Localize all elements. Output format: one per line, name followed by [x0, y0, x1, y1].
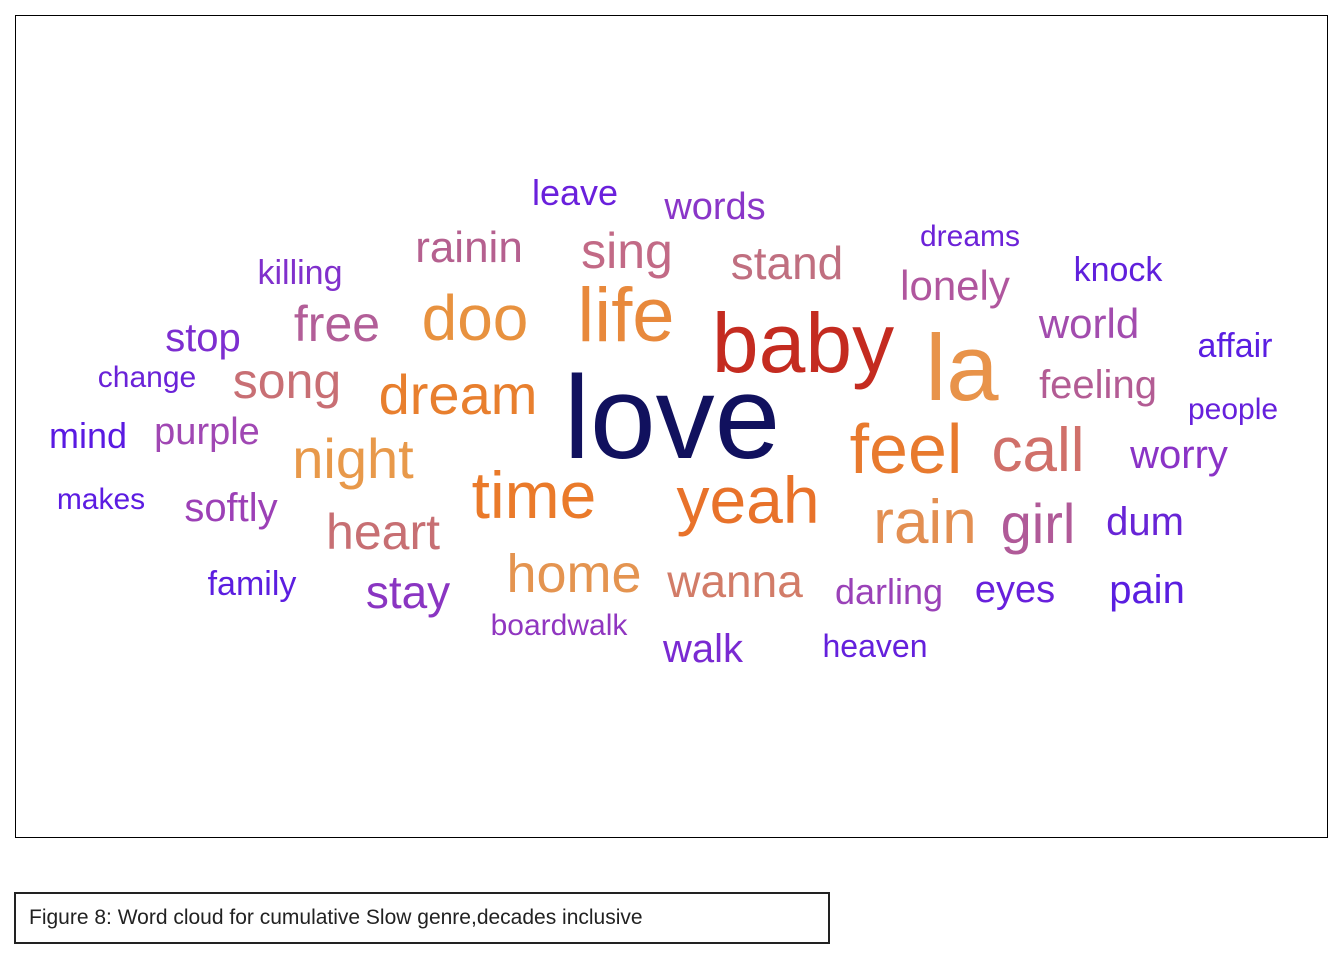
word-world: world: [1038, 300, 1140, 347]
word-makes: makes: [56, 483, 146, 516]
word-family: family: [207, 565, 297, 603]
word-killing: killing: [257, 254, 343, 292]
word-words: words: [664, 186, 766, 228]
word-rainin: rainin: [415, 223, 523, 272]
word-knock: knock: [1073, 251, 1163, 289]
word-heaven: heaven: [822, 628, 928, 664]
word-call: call: [991, 416, 1085, 485]
word-cloud-panel: love baby la life doo time yeah feel rain call gir…: [15, 15, 1328, 838]
word-change: change: [97, 361, 197, 394]
word-people: people: [1187, 393, 1279, 426]
word-affair: affair: [1197, 327, 1273, 365]
word-doo: doo: [421, 282, 529, 354]
word-mind: mind: [48, 415, 128, 456]
word-pain: pain: [1109, 568, 1185, 612]
word-dream: dream: [378, 363, 538, 426]
word-song: song: [232, 353, 342, 409]
word-walk: walk: [662, 627, 744, 671]
word-stop: stop: [165, 316, 241, 360]
word-heart: heart: [326, 504, 440, 560]
figure-caption-box: Figure 8: Word cloud for cumulative Slow…: [14, 892, 830, 944]
word-home: home: [506, 544, 642, 604]
word-leave: leave: [531, 172, 619, 213]
word-dreams: dreams: [919, 220, 1021, 253]
word-stay: stay: [365, 566, 451, 618]
word-rain: rain: [873, 488, 977, 557]
word-boardwalk: boardwalk: [490, 609, 628, 642]
word-night: night: [292, 427, 414, 490]
word-worry: worry: [1130, 433, 1228, 477]
word-wanna: wanna: [667, 555, 803, 607]
word-yeah: yeah: [676, 463, 820, 537]
word-purple: purple: [154, 411, 260, 453]
figure-caption: Figure 8: Word cloud for cumulative Slow…: [29, 906, 643, 929]
word-girl: girl: [1000, 492, 1076, 555]
word-life: life: [577, 273, 675, 358]
word-feeling: feeling: [1039, 363, 1157, 407]
word-stand: stand: [730, 237, 844, 289]
word-feel: feel: [849, 410, 963, 488]
word-la: la: [925, 315, 999, 420]
word-baby: baby: [711, 296, 895, 390]
word-softly: softly: [184, 486, 278, 530]
word-dum: dum: [1106, 500, 1184, 544]
word-free: free: [293, 296, 381, 352]
word-time: time: [471, 458, 597, 532]
word-love: love: [563, 352, 781, 484]
word-eyes: eyes: [974, 569, 1056, 611]
word-darling: darling: [834, 571, 944, 612]
word-sing: sing: [581, 223, 673, 279]
word-lonely: lonely: [900, 262, 1010, 309]
